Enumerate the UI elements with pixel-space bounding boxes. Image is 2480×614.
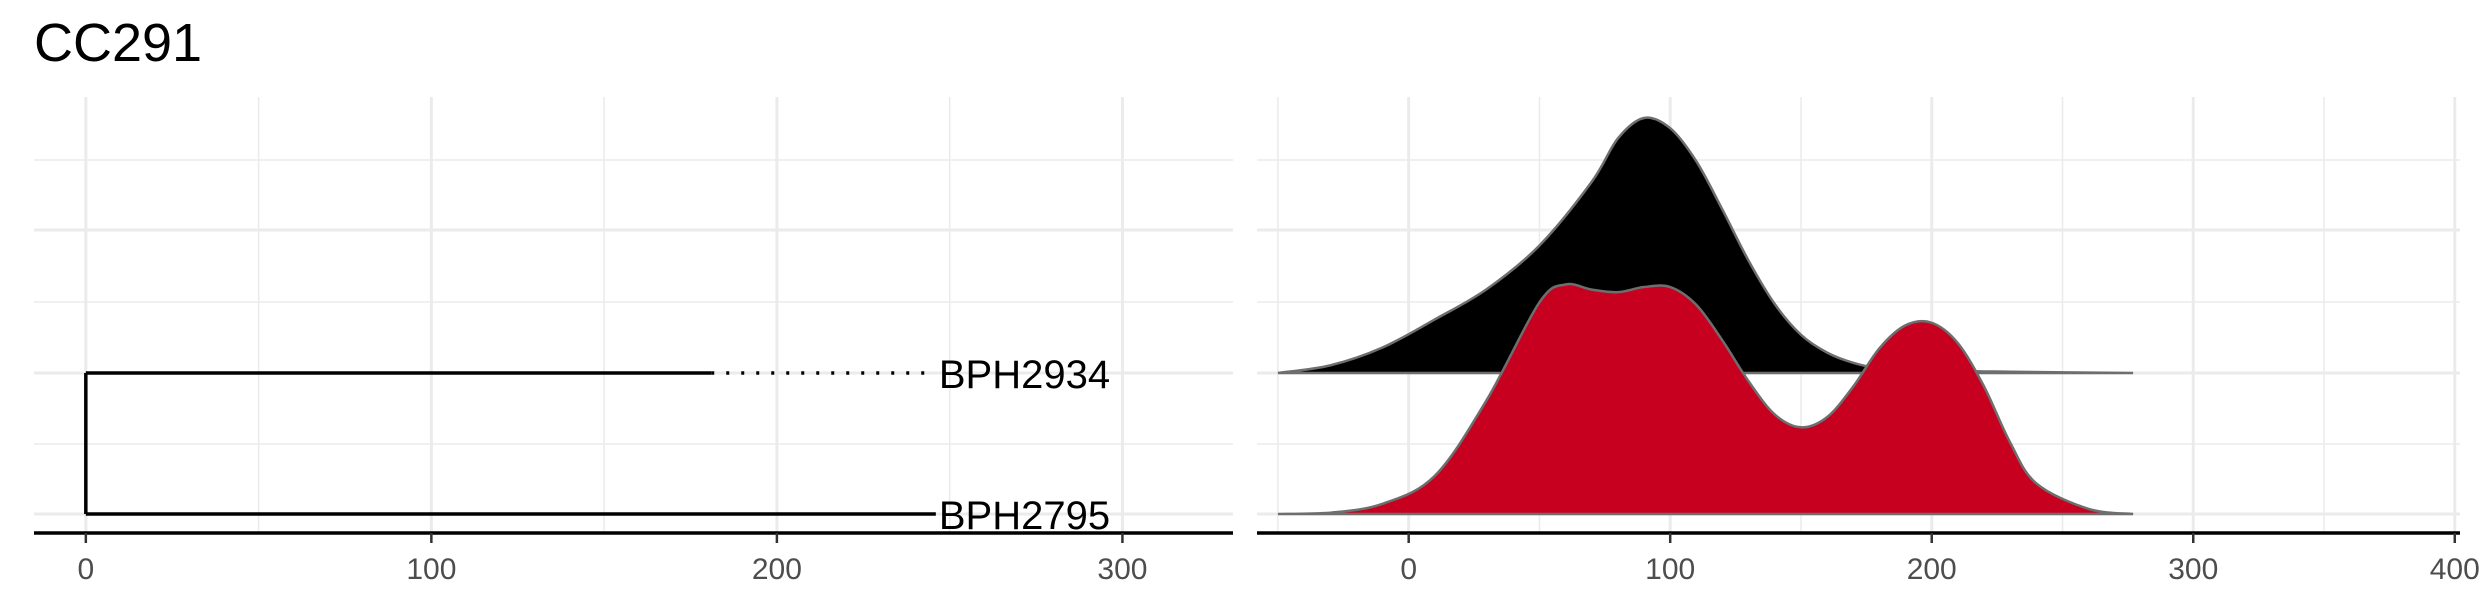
tree-tip-label: BPH2795 [939,494,1110,538]
ridge-x-tick-label: 400 [2430,553,2480,586]
ridge-x-tick-label: 200 [1907,553,1957,586]
ridge-x-tick-label: 100 [1645,553,1695,586]
tree-x-tick-label: 100 [406,553,456,586]
chart-title: CC291 [34,13,203,73]
tree-panel: 0 100 200 300 BPH2934 BPH2795 [34,97,1233,586]
tree-tip-label: BPH2934 [939,353,1110,397]
tree-x-tick-label: 300 [1097,553,1147,586]
ridge-x-tick-label: 300 [2168,553,2218,586]
ridgeline-panel: 0 100 200 300 400 [1257,97,2480,586]
density-ridge [1277,282,2134,516]
tree-x-tick-label: 200 [752,553,802,586]
tree-x-tick-label: 0 [77,553,94,586]
ridge-x-tick-label: 0 [1400,553,1417,586]
